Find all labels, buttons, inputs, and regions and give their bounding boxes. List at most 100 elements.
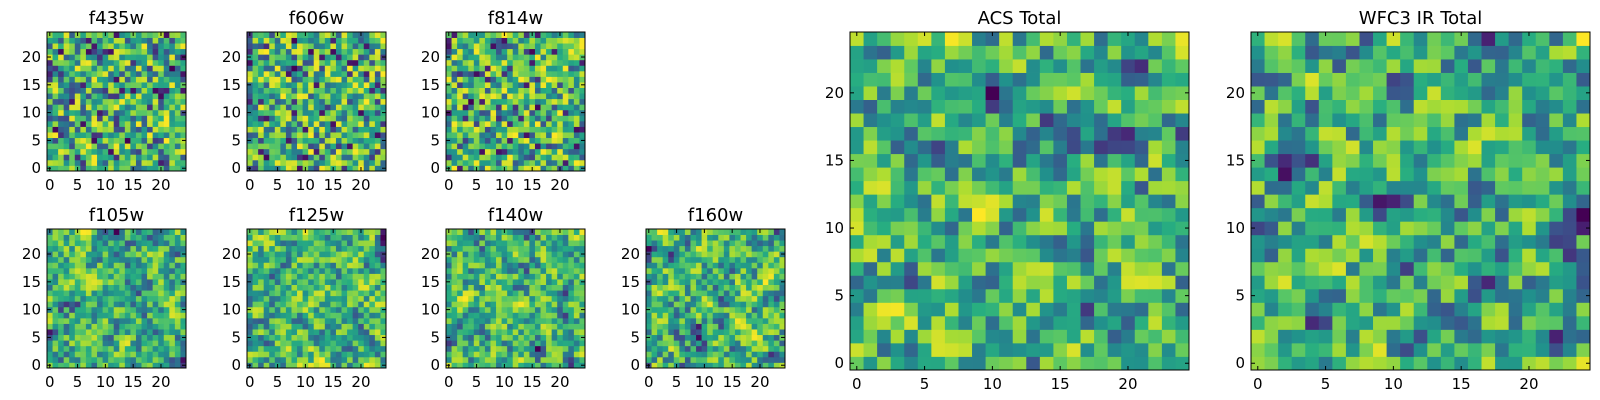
heatmap-cell <box>52 65 59 72</box>
heatmap-cell <box>451 120 458 127</box>
heatmap-cell <box>646 301 652 308</box>
heatmap-cell <box>363 279 370 285</box>
heatmap-cell <box>729 323 736 330</box>
heatmap-cell <box>1012 261 1027 276</box>
heatmap-cell <box>69 32 76 38</box>
heatmap-cell <box>169 159 176 166</box>
heatmap-cell <box>319 93 326 100</box>
heatmap-cell <box>534 76 541 83</box>
x-tick-label: 0 <box>245 176 255 194</box>
heatmap-cell <box>63 109 70 116</box>
heatmap-cell <box>646 240 652 247</box>
heatmap-cell <box>130 137 137 144</box>
heatmap-cell <box>180 59 187 66</box>
heatmap-cell <box>917 180 932 195</box>
heatmap-cell <box>347 132 354 139</box>
heatmap-cell <box>679 323 686 330</box>
heatmap-cell <box>668 279 675 285</box>
heatmap-cell <box>308 104 315 111</box>
heatmap-cell <box>158 132 165 139</box>
heatmap-cell <box>58 148 65 155</box>
heatmap-cell <box>135 312 142 319</box>
heatmap-cell <box>484 143 491 150</box>
heatmap-cell <box>473 54 480 61</box>
heatmap-cell <box>358 345 365 352</box>
heatmap-cell <box>512 137 519 144</box>
heatmap-cell <box>52 317 59 324</box>
heatmap-cell <box>47 126 53 133</box>
heatmap-cell <box>358 48 365 55</box>
y-tick-label: 10 <box>22 104 41 122</box>
heatmap-cell <box>507 137 514 144</box>
heatmap-cell <box>130 284 137 291</box>
heatmap-cell <box>247 65 253 72</box>
heatmap-cell <box>102 284 109 291</box>
heatmap-cell <box>74 273 81 280</box>
heatmap-cell <box>252 54 259 61</box>
heatmap-cell <box>158 256 165 263</box>
heatmap-cell <box>729 273 736 280</box>
heatmap-cell <box>69 87 76 94</box>
heatmap-cell <box>119 148 126 155</box>
heatmap-cells <box>446 229 586 369</box>
heatmap-cell <box>324 165 331 172</box>
heatmap-cell <box>662 251 669 258</box>
x-tick-label: 15 <box>523 176 542 194</box>
heatmap-cell <box>501 256 508 263</box>
heatmap-cell <box>529 267 536 274</box>
heatmap-cell <box>490 43 497 50</box>
heatmap-cell <box>80 229 87 235</box>
heatmap-cell <box>108 115 115 122</box>
heatmap-cell <box>302 76 309 83</box>
heatmap-cell <box>673 345 680 352</box>
heatmap-cell <box>501 234 508 241</box>
heatmap-cell <box>347 262 354 269</box>
heatmap-cell <box>579 93 586 100</box>
heatmap-cell <box>931 207 946 222</box>
heatmap-cell <box>124 351 131 358</box>
heatmap-cell <box>523 98 530 105</box>
heatmap-cell <box>462 301 469 308</box>
heatmap-cell <box>490 362 497 369</box>
heatmap-cell <box>557 317 564 324</box>
heatmap-cell <box>529 70 536 77</box>
heatmap-cell <box>534 87 541 94</box>
heatmap-cell <box>135 345 142 352</box>
heatmap-cell <box>673 295 680 302</box>
heatmap-cell <box>523 312 530 319</box>
heatmap-cell <box>646 273 652 280</box>
heatmap-cell <box>108 262 115 269</box>
y-tick-label: 10 <box>421 301 440 319</box>
heatmap-cell <box>319 301 326 308</box>
heatmap-cell <box>562 256 569 263</box>
heatmap-cells <box>47 229 187 369</box>
heatmap-cell <box>523 301 530 308</box>
heatmap-cell <box>269 334 276 341</box>
heatmap-cell <box>80 312 87 319</box>
heatmap-cell <box>451 290 458 297</box>
heatmap-cell <box>163 109 170 116</box>
heatmap-cell <box>358 356 365 363</box>
heatmap-cell <box>63 165 70 172</box>
heatmap-cell <box>124 120 131 127</box>
heatmap-cell <box>313 148 320 155</box>
heatmap-cell <box>85 312 92 319</box>
heatmap-cell <box>701 306 708 313</box>
heatmap-cell <box>263 251 270 258</box>
heatmap-cell <box>52 334 59 341</box>
heatmap-cell <box>297 154 303 161</box>
heatmap-cell <box>972 234 986 249</box>
heatmap-cell <box>152 301 159 308</box>
heatmap-cell <box>274 115 281 122</box>
heatmap-cell <box>484 334 491 341</box>
heatmap-cell <box>280 256 287 263</box>
heatmap-cell <box>740 334 747 341</box>
heatmap-cell <box>518 32 525 38</box>
heatmap-cell <box>573 256 580 263</box>
heatmap-cell <box>668 229 675 235</box>
heatmap-cell <box>523 32 530 38</box>
heatmap-cell <box>274 323 281 330</box>
heatmap-cell <box>562 306 569 313</box>
heatmap-cell <box>280 267 287 274</box>
heatmap-cell <box>102 256 109 263</box>
